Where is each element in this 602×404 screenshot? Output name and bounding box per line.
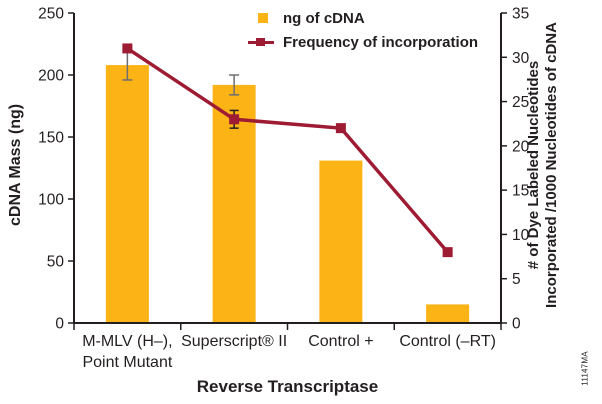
line-marker-2: [335, 123, 346, 134]
frequency-line: [126, 46, 449, 254]
legend-label: Frequency of incorporation: [283, 33, 479, 51]
line-marker-3: [442, 247, 453, 258]
right-axis-title: # of Dye Labeled Nucleotides Incorporate…: [525, 0, 561, 375]
category-label-3: Control (–RT): [399, 333, 496, 350]
line-marker-0: [122, 43, 133, 54]
category-label-0: Point Mutant: [82, 354, 172, 371]
legend: ng of cDNA Frequency of incorporation: [246, 7, 478, 53]
right-tick-label: 15: [512, 183, 529, 200]
bar-series-swatch: [258, 13, 268, 23]
left-tick-label: 50: [47, 254, 65, 271]
legend-label: ng of cDNA: [283, 9, 365, 27]
bar-3: [426, 304, 470, 323]
category-label-2: Control +: [308, 333, 373, 350]
bar-0: [105, 65, 149, 323]
right-tick-label: 30: [512, 50, 530, 67]
line-series-swatch: [248, 38, 274, 47]
left-tick-label: 0: [55, 316, 64, 333]
right-tick-label: 25: [512, 94, 529, 111]
left-tick-label: 100: [38, 192, 64, 209]
right-axis-title-line2: Incorporated /1000 Nucleotides of cDNA: [543, 22, 560, 308]
category-label-0: M-MLV (H–),: [82, 333, 172, 350]
line-swatch-marker: [256, 38, 265, 46]
left-tick-label: 150: [38, 130, 64, 147]
left-tick-label: 200: [38, 68, 64, 85]
right-tick-label: 0: [512, 316, 521, 333]
left-tick-label: 250: [38, 6, 64, 23]
right-tick-label: 5: [512, 271, 521, 288]
right-tick-label: 20: [512, 138, 530, 155]
category-label-1: Superscript® II: [181, 333, 287, 350]
line-marker-1: [229, 114, 240, 125]
legend-item-frequency: Frequency of incorporation: [246, 31, 478, 53]
watermark-code: 11147MA: [580, 351, 590, 386]
right-axis-title-line1: # of Dye Labeled Nucleotides: [525, 60, 542, 270]
left-axis-title: cDNA Mass (ng): [7, 103, 24, 226]
x-axis-title: Reverse Transcriptase: [196, 377, 379, 396]
right-tick-label: 10: [512, 227, 530, 244]
bar-2: [319, 160, 363, 323]
legend-item-ng-of-cdna: ng of cDNA: [246, 7, 478, 29]
right-tick-label: 35: [512, 6, 529, 23]
